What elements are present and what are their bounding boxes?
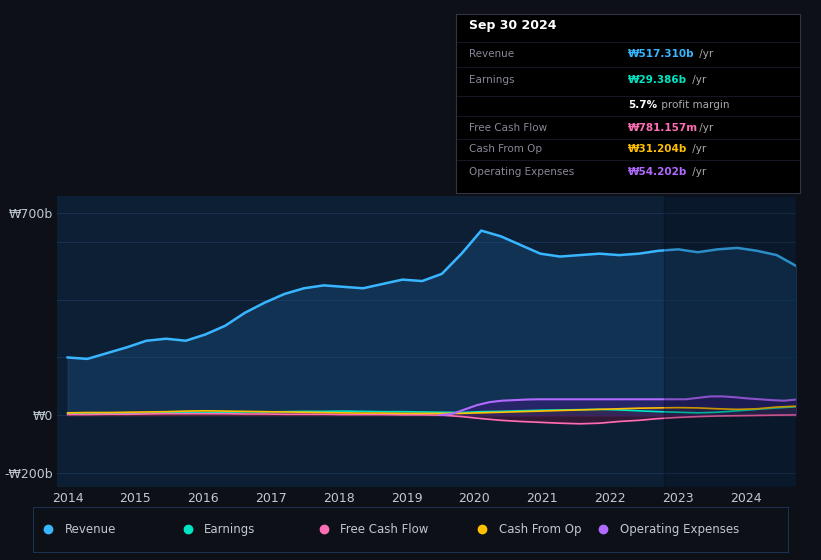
Text: /yr: /yr [696, 123, 713, 133]
Text: ₩54.202b: ₩54.202b [628, 167, 687, 177]
Text: /yr: /yr [689, 75, 706, 85]
Text: /yr: /yr [689, 144, 706, 155]
Text: Cash From Op: Cash From Op [470, 144, 543, 155]
Text: Operating Expenses: Operating Expenses [470, 167, 575, 177]
Text: 5.7%: 5.7% [628, 100, 657, 110]
Text: Operating Expenses: Operating Expenses [620, 522, 739, 536]
Text: profit margin: profit margin [658, 100, 730, 110]
Text: ₩781.157m: ₩781.157m [628, 123, 698, 133]
Text: ₩517.310b: ₩517.310b [628, 49, 695, 59]
Text: Earnings: Earnings [204, 522, 255, 536]
Text: Cash From Op: Cash From Op [499, 522, 581, 536]
Text: Revenue: Revenue [470, 49, 515, 59]
Text: /yr: /yr [696, 49, 713, 59]
Text: ₩29.386b: ₩29.386b [628, 75, 687, 85]
Text: /yr: /yr [689, 167, 706, 177]
Text: Free Cash Flow: Free Cash Flow [470, 123, 548, 133]
Bar [664, 196, 796, 487]
Text: Revenue: Revenue [65, 522, 116, 536]
Text: Earnings: Earnings [470, 75, 515, 85]
Text: Sep 30 2024: Sep 30 2024 [470, 19, 557, 32]
Text: Free Cash Flow: Free Cash Flow [340, 522, 429, 536]
Text: ₩31.204b: ₩31.204b [628, 144, 687, 155]
